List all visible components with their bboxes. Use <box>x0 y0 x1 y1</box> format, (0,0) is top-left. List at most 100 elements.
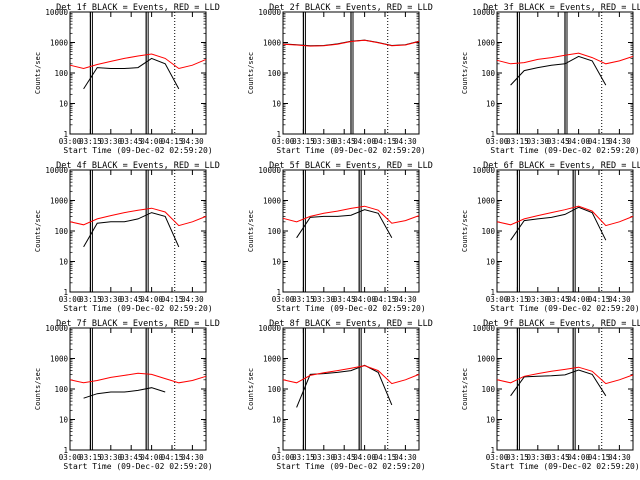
x-tick-label-4f: 03:30 <box>100 295 123 304</box>
x-tick-label-9f: 04:00 <box>567 453 590 462</box>
x-tick-label-2f: 03:30 <box>313 137 336 146</box>
y-tick-label-3f: 10 <box>486 100 496 109</box>
y-axis-label-2f: Counts/sec <box>247 52 255 94</box>
x-tick-label-3f: 04:30 <box>608 137 631 146</box>
x-axis-label-5f: Start Time (09-Dec-02 02:59:20) <box>276 304 425 313</box>
x-tick-label-9f: 03:15 <box>506 453 529 462</box>
x-tick-label-5f: 03:45 <box>333 295 356 304</box>
y-tick-label-8f: 1000 <box>263 355 282 364</box>
y-tick-label-1f: 1000 <box>50 39 69 48</box>
x-tick-label-6f: 03:45 <box>547 295 570 304</box>
x-tick-label-8f: 04:00 <box>353 453 376 462</box>
x-tick-label-4f: 03:45 <box>120 295 143 304</box>
x-tick-label-1f: 03:30 <box>100 137 123 146</box>
series-lld-4f <box>69 207 207 227</box>
series-lld-7f <box>69 372 207 384</box>
x-tick-label-4f: 04:15 <box>161 295 184 304</box>
y-axis-label-8f: Counts/sec <box>247 368 255 410</box>
x-tick-label-4f: 04:30 <box>181 295 204 304</box>
y-tick-label-4f: 100 <box>54 227 68 236</box>
y-axis-label-7f: Counts/sec <box>34 368 42 410</box>
y-tick-label-9f: 1000 <box>477 355 496 364</box>
x-tick-label-5f: 03:00 <box>272 295 295 304</box>
x-tick-label-5f: 04:00 <box>353 295 376 304</box>
x-tick-label-7f: 03:00 <box>59 453 82 462</box>
x-tick-label-8f: 03:15 <box>292 453 315 462</box>
x-tick-label-6f: 03:30 <box>527 295 550 304</box>
y-tick-label-7f: 100 <box>54 385 68 394</box>
y-axis-label-9f: Counts/sec <box>461 368 469 410</box>
x-tick-label-7f: 04:15 <box>161 453 184 462</box>
y-tick-label-4f: 1 <box>63 288 68 297</box>
y-tick-label-9f: 10 <box>486 416 496 425</box>
y-tick-label-4f: 10000 <box>45 166 68 175</box>
x-tick-label-7f: 03:45 <box>120 453 143 462</box>
series-lld-5f <box>282 205 420 224</box>
x-tick-label-5f: 04:15 <box>374 295 397 304</box>
y-tick-label-8f: 10 <box>272 416 282 425</box>
x-tick-label-3f: 04:00 <box>567 137 590 146</box>
x-axis-label-6f: Start Time (09-Dec-02 02:59:20) <box>490 304 639 313</box>
y-tick-label-7f: 1000 <box>50 355 69 364</box>
series-lld-8f <box>282 365 420 385</box>
panel-title-7f: Det 7f BLACK = Events, RED = LLD <box>56 319 220 329</box>
y-tick-label-2f: 10 <box>272 100 282 109</box>
y-axis-label-3f: Counts/sec <box>461 52 469 94</box>
y-axis-label-1f: Counts/sec <box>34 52 42 94</box>
x-tick-label-3f: 03:00 <box>486 137 509 146</box>
y-tick-label-1f: 1 <box>63 130 68 139</box>
y-tick-label-2f: 1000 <box>263 39 282 48</box>
x-tick-label-6f: 04:30 <box>608 295 631 304</box>
x-tick-label-6f: 04:00 <box>567 295 590 304</box>
y-tick-label-1f: 10000 <box>45 8 68 17</box>
x-tick-label-5f: 03:15 <box>292 295 315 304</box>
series-lld-6f <box>496 205 634 227</box>
y-tick-label-2f: 100 <box>267 69 281 78</box>
y-tick-label-7f: 10 <box>59 416 69 425</box>
series-events-3f <box>510 55 607 86</box>
x-tick-label-7f: 04:00 <box>140 453 163 462</box>
x-tick-label-4f: 03:15 <box>79 295 102 304</box>
x-axis-label-8f: Start Time (09-Dec-02 02:59:20) <box>276 462 425 471</box>
y-tick-label-9f: 1 <box>490 446 495 455</box>
x-tick-label-2f: 03:00 <box>272 137 295 146</box>
series-lld-3f <box>496 52 634 65</box>
y-tick-label-3f: 100 <box>481 69 495 78</box>
y-tick-label-6f: 1 <box>490 288 495 297</box>
y-tick-label-6f: 10000 <box>472 166 495 175</box>
x-tick-label-1f: 04:15 <box>161 137 184 146</box>
x-tick-label-8f: 03:45 <box>333 453 356 462</box>
x-tick-label-9f: 03:30 <box>527 453 550 462</box>
series-events-9f <box>510 369 607 397</box>
x-tick-label-1f: 03:45 <box>120 137 143 146</box>
y-tick-label-4f: 10 <box>59 258 69 267</box>
panel-title-5f: Det 5f BLACK = Events, RED = LLD <box>269 161 433 171</box>
x-tick-label-1f: 03:15 <box>79 137 102 146</box>
panel-title-9f: Det 9f BLACK = Events, RED = LLD <box>483 319 640 329</box>
y-tick-label-8f: 100 <box>267 385 281 394</box>
x-tick-label-2f: 04:15 <box>374 137 397 146</box>
y-axis-label-4f: Counts/sec <box>34 210 42 252</box>
x-tick-label-3f: 03:15 <box>506 137 529 146</box>
x-axis-label-3f: Start Time (09-Dec-02 02:59:20) <box>490 146 639 155</box>
x-tick-label-6f: 03:00 <box>486 295 509 304</box>
y-tick-label-3f: 1000 <box>477 39 496 48</box>
x-tick-label-5f: 03:30 <box>313 295 336 304</box>
x-tick-label-6f: 04:15 <box>588 295 611 304</box>
y-tick-label-5f: 10000 <box>258 166 281 175</box>
x-tick-label-8f: 04:15 <box>374 453 397 462</box>
panel-title-3f: Det 3f BLACK = Events, RED = LLD <box>483 3 640 13</box>
series-lld-2f <box>282 39 420 47</box>
series-lld-1f <box>69 53 207 70</box>
y-tick-label-6f: 1000 <box>477 197 496 206</box>
series-events-8f <box>296 364 393 408</box>
x-tick-label-7f: 03:30 <box>100 453 123 462</box>
y-tick-label-3f: 1 <box>490 130 495 139</box>
y-axis-label-6f: Counts/sec <box>461 210 469 252</box>
x-tick-label-3f: 03:30 <box>527 137 550 146</box>
x-axis-label-2f: Start Time (09-Dec-02 02:59:20) <box>276 146 425 155</box>
y-tick-label-6f: 100 <box>481 227 495 236</box>
x-tick-label-8f: 03:30 <box>313 453 336 462</box>
x-tick-label-9f: 03:00 <box>486 453 509 462</box>
x-tick-label-6f: 03:15 <box>506 295 529 304</box>
